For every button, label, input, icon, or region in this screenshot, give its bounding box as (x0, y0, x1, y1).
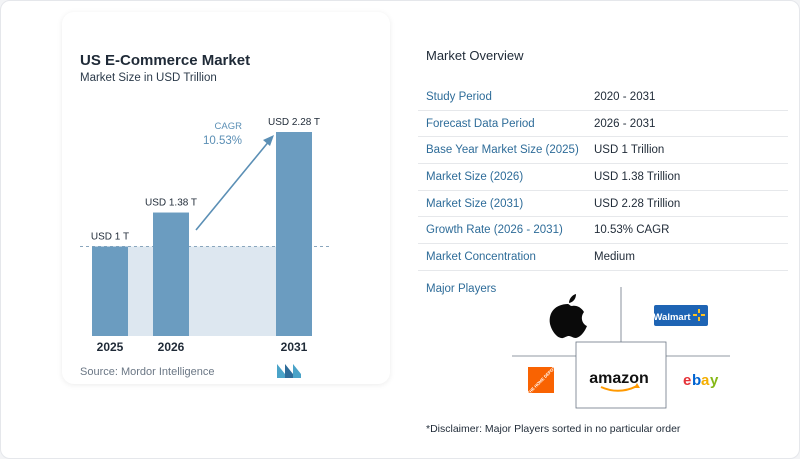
row-label: Market Concentration (426, 250, 536, 263)
bar-chart: USD 1 T USD 1.38 T USD 2.28 T 2025 2026 2031… (80, 117, 330, 354)
data-label: USD 1.38 T (145, 198, 197, 209)
table-row: Market Concentration Medium (418, 244, 788, 271)
table-row: Market Size (2031) USD 2.28 Trillion (418, 191, 788, 218)
source-text: Source: Mordor Intelligence (80, 366, 215, 378)
row-value: USD 1 Trillion (594, 144, 665, 157)
cagr-arrow (195, 139, 271, 231)
table-row: Base Year Market Size (2025) USD 1 Trilli… (418, 137, 788, 165)
row-value: Medium (594, 250, 635, 263)
cagr-annotation: CAGR 10.53% (203, 121, 242, 147)
row-label: Forecast Data Period (426, 117, 535, 130)
row-label: Growth Rate (2026 - 2031) (426, 224, 563, 237)
row-value: 10.53% CAGR (594, 224, 670, 237)
row-label: Study Period (426, 90, 492, 103)
row-value: USD 1.38 Trillion (594, 170, 681, 183)
row-value: 2020 - 2031 (594, 90, 656, 103)
row-value: USD 2.28 Trillion (594, 197, 681, 210)
overview-table: Study Period 2020 - 2031 Forecast Data Pe… (418, 84, 788, 271)
bar-2026 (153, 212, 189, 336)
data-label: USD 2.28 T (268, 117, 320, 128)
major-players-label: Major Players (426, 283, 497, 295)
cagr-label: CAGR (215, 121, 243, 132)
chart-subtitle: Market Size in USD Trillion (80, 72, 217, 84)
cagr-arrowhead (263, 135, 274, 146)
baseline-shade (92, 246, 312, 336)
x-tick-label: 2026 (158, 340, 185, 354)
chart-title: US E-Commerce Market (80, 52, 251, 69)
row-label: Base Year Market Size (2025) (426, 144, 579, 157)
row-label: Market Size (2026) (426, 170, 524, 183)
row-label: Market Size (2031) (426, 197, 524, 210)
table-row: Growth Rate (2026 - 2031) 10.53% CAGR (418, 217, 788, 245)
table-row: Market Size (2026) USD 1.38 Trillion (418, 164, 788, 191)
mordor-logo-icon (277, 364, 301, 378)
cagr-value: 10.53% (203, 135, 242, 147)
row-value: 2026 - 2031 (594, 117, 656, 130)
overview-title: Market Overview (426, 48, 524, 63)
disclaimer-text: *Disclaimer: Major Players sorted in no … (426, 423, 681, 435)
bar-2031 (276, 132, 312, 336)
data-label: USD 1 T (91, 232, 129, 243)
x-tick-label: 2031 (281, 340, 308, 354)
table-row: Forecast Data Period 2026 - 2031 (418, 111, 788, 138)
bar-2025 (92, 246, 128, 336)
table-row: Study Period 2020 - 2031 (418, 84, 788, 111)
x-tick-label: 2025 (97, 340, 124, 354)
